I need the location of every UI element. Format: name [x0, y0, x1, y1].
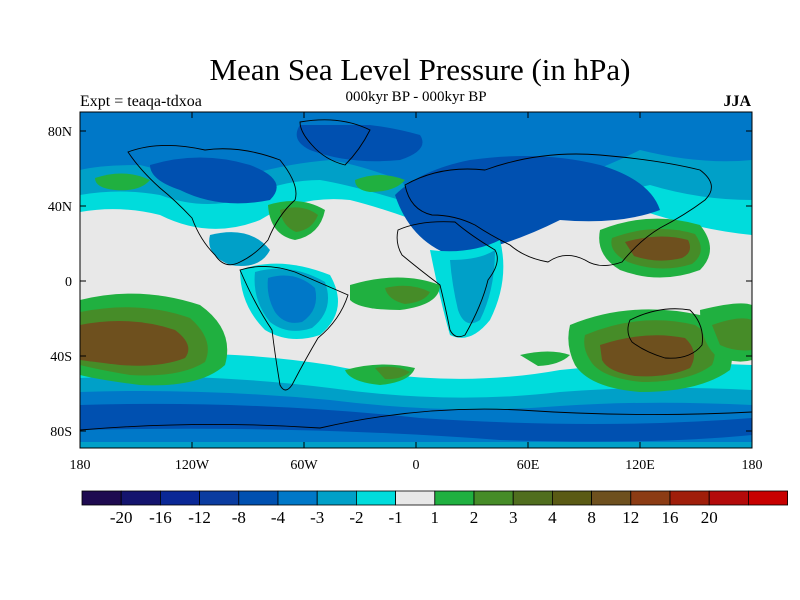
west-pacific-high-core	[625, 236, 690, 261]
colorbar-label: -20	[110, 508, 133, 527]
map-subtitle: 000kyr BP - 000kyr BP	[345, 89, 487, 105]
southern-atlantic-high-core	[375, 366, 410, 380]
north-america-trough	[209, 232, 270, 266]
colorbar-label: 16	[662, 508, 679, 527]
pressure-field	[80, 112, 752, 448]
colorbar-swatch	[159, 490, 200, 506]
colorbar-swatch	[512, 490, 553, 506]
colorbar-swatch	[434, 490, 475, 506]
greenland-low	[296, 122, 423, 162]
colorbar-label: 12	[622, 508, 639, 527]
colorbar-swatch	[199, 490, 240, 506]
colorbar-swatch	[591, 490, 632, 506]
colorbar-swatch	[277, 490, 318, 506]
north-pacific-low	[150, 157, 277, 204]
lat-label-80s: 80S	[50, 425, 72, 440]
east-australia-high-core	[712, 318, 752, 351]
lon-label-0: 0	[413, 458, 420, 473]
coastlines	[80, 119, 752, 431]
lon-label-120e: 120E	[625, 458, 655, 473]
colorbar-swatch	[630, 490, 671, 506]
colorbar-swatch	[81, 490, 122, 506]
colorbar-label: -1	[389, 508, 403, 527]
colorbar-label: -12	[188, 508, 211, 527]
mid-atlantic-high	[355, 175, 405, 192]
east-indian-high	[520, 351, 570, 366]
lat-label-80n: 80N	[48, 125, 72, 140]
lon-label-60w: 60W	[290, 458, 318, 473]
colorbar-swatch	[238, 490, 279, 506]
lat-label-40n: 40N	[48, 200, 72, 215]
south-america-coast	[239, 266, 349, 391]
colorbar-swatch	[120, 490, 161, 506]
colorbar-swatch	[748, 490, 789, 506]
colorbar-swatch	[355, 490, 396, 506]
colorbar-label: 3	[509, 508, 518, 527]
lat-label-0: 0	[65, 275, 72, 290]
colorbar-label: -2	[349, 508, 363, 527]
lon-label-120w: 120W	[175, 458, 210, 473]
africa-coast	[396, 221, 498, 338]
colorbar-swatch	[552, 490, 593, 506]
eurasian-low	[395, 156, 660, 255]
colorbar-swatch	[473, 490, 514, 506]
arctic-cap	[80, 112, 752, 125]
longitude-axis: 180 120W 60W 0 60E 120E 180	[70, 112, 763, 473]
latitude-axis: 80N 40N 0 40S 80S	[48, 125, 752, 440]
colorbar-label: 4	[548, 508, 557, 527]
lon-label-60e: 60E	[517, 458, 540, 473]
colorbar-label: -16	[149, 508, 172, 527]
antarctica-coast	[80, 408, 752, 431]
south-atlantic-high-core	[385, 285, 430, 304]
south-pacific-high-core	[80, 321, 189, 366]
season-label: JJA	[723, 93, 751, 110]
south-america-trough-core	[267, 275, 317, 323]
colorbar: -20 -16 -12 -8 -4 -3 -2 -1 1 2 3 4 8 12 16 20	[81, 490, 789, 527]
experiment-label: Expt = teaqa-tdxoa	[80, 93, 202, 110]
lon-label-180e: 180	[742, 458, 763, 473]
colorbar-label: -8	[232, 508, 246, 527]
colorbar-label: 1	[431, 508, 440, 527]
lon-label-180w: 180	[70, 458, 91, 473]
north-pacific-high	[95, 173, 150, 191]
colorbar-swatch	[395, 490, 436, 506]
arctic-band-3	[80, 112, 752, 201]
colorbar-swatch	[316, 490, 357, 506]
colorbar-label: -4	[271, 508, 286, 527]
map-title: Mean Sea Level Pressure (in hPa)	[209, 52, 631, 87]
greenland-coast	[299, 119, 371, 166]
lat-label-40s: 40S	[50, 350, 72, 365]
indian-ocean-high-core	[600, 335, 694, 377]
colorbar-swatch	[669, 490, 710, 506]
colorbar-label: -3	[310, 508, 324, 527]
north-atlantic-high-core	[280, 207, 318, 232]
north-america-coast	[127, 145, 297, 266]
colorbar-label: 2	[470, 508, 479, 527]
african-trough-core	[450, 250, 495, 324]
australia-coast	[627, 308, 703, 359]
eurasia-coast	[404, 153, 712, 266]
colorbar-label: 8	[587, 508, 596, 527]
colorbar-label: 20	[701, 508, 718, 527]
colorbar-swatch	[708, 490, 749, 506]
